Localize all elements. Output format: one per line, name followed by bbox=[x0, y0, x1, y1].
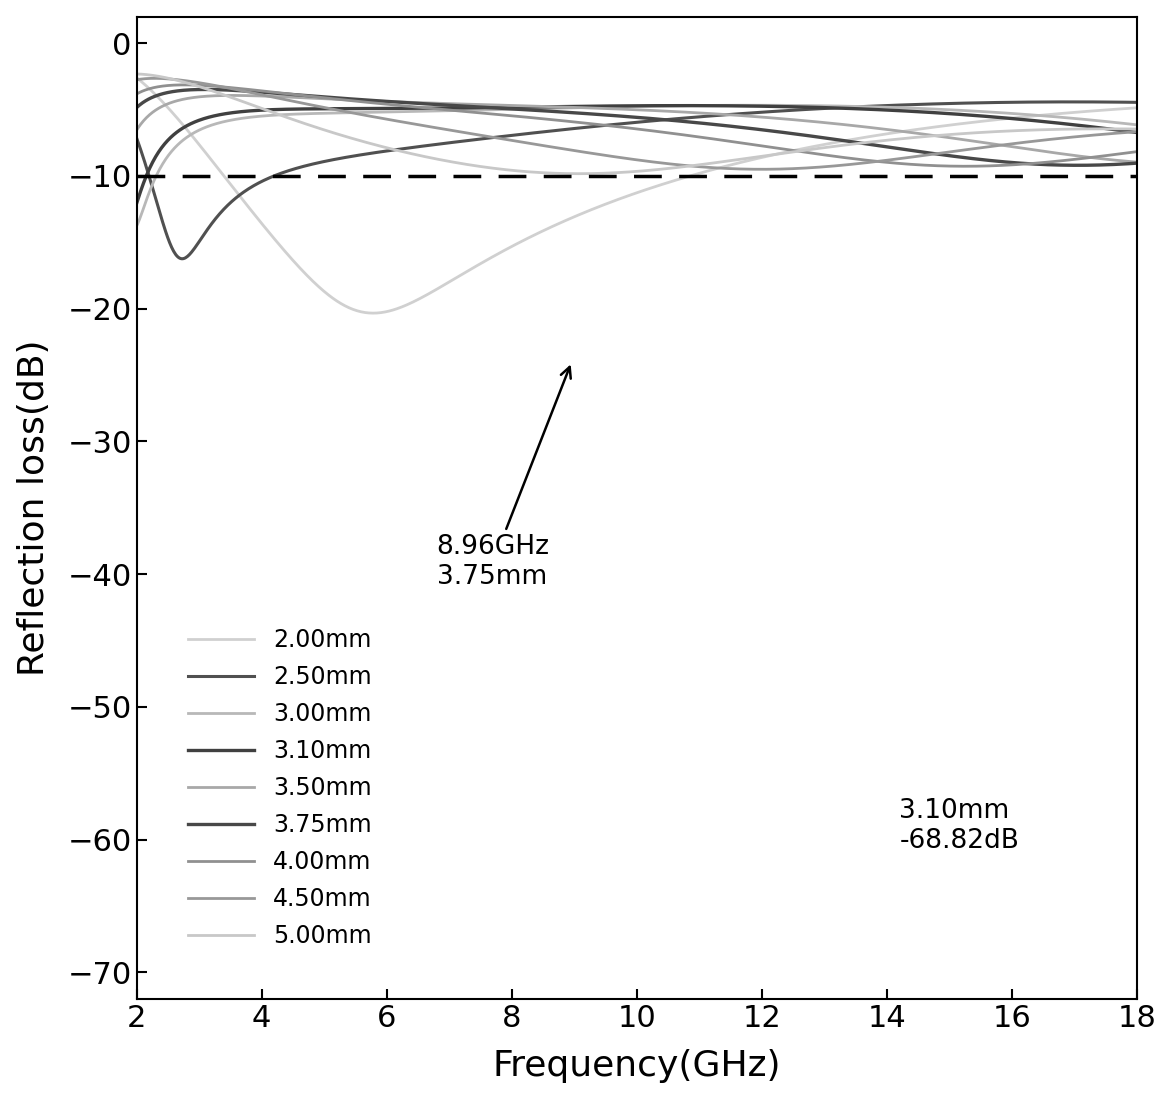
3.50mm bbox=[535, 100, 549, 113]
3.50mm bbox=[910, 126, 924, 140]
2.50mm bbox=[1065, 96, 1079, 109]
Line: 3.50mm: 3.50mm bbox=[136, 96, 1137, 162]
3.00mm bbox=[129, 220, 143, 233]
3.75mm bbox=[129, 101, 143, 114]
3.10mm bbox=[676, 99, 690, 112]
Line: 3.10mm: 3.10mm bbox=[136, 106, 1137, 204]
2.50mm bbox=[535, 125, 549, 139]
5.00mm bbox=[1130, 122, 1144, 135]
2.50mm bbox=[1130, 96, 1144, 109]
4.50mm bbox=[232, 84, 246, 97]
Line: 4.00mm: 4.00mm bbox=[136, 85, 1137, 166]
3.10mm bbox=[1130, 125, 1144, 139]
3.10mm bbox=[818, 101, 832, 114]
4.00mm bbox=[232, 81, 246, 95]
4.50mm bbox=[148, 72, 162, 85]
3.00mm bbox=[745, 99, 759, 112]
2.00mm bbox=[366, 307, 380, 320]
4.00mm bbox=[818, 148, 832, 162]
Y-axis label: Reflection loss(dB): Reflection loss(dB) bbox=[16, 340, 50, 676]
3.50mm bbox=[1130, 155, 1144, 168]
4.50mm bbox=[911, 150, 925, 163]
3.75mm bbox=[910, 145, 924, 158]
5.00mm bbox=[818, 141, 832, 154]
2.00mm bbox=[1130, 101, 1144, 114]
4.50mm bbox=[755, 163, 769, 176]
2.50mm bbox=[232, 188, 246, 201]
3.00mm bbox=[818, 99, 832, 112]
5.00mm bbox=[910, 131, 924, 144]
Text: 8.96GHz
3.75mm: 8.96GHz 3.75mm bbox=[436, 367, 571, 591]
2.50mm bbox=[571, 121, 585, 134]
3.75mm bbox=[535, 104, 549, 118]
3.75mm bbox=[197, 82, 211, 96]
3.75mm bbox=[818, 131, 832, 144]
Line: 3.75mm: 3.75mm bbox=[136, 89, 1137, 165]
5.00mm bbox=[572, 167, 586, 180]
2.50mm bbox=[818, 102, 832, 116]
3.50mm bbox=[571, 101, 585, 114]
2.00mm bbox=[910, 123, 924, 136]
3.10mm bbox=[534, 100, 548, 113]
3.00mm bbox=[910, 101, 924, 114]
2.50mm bbox=[910, 98, 924, 111]
4.50mm bbox=[571, 144, 585, 157]
4.00mm bbox=[958, 160, 972, 173]
4.00mm bbox=[1130, 145, 1144, 158]
4.50mm bbox=[535, 139, 549, 152]
4.50mm bbox=[819, 161, 833, 174]
4.00mm bbox=[910, 158, 924, 172]
4.00mm bbox=[929, 160, 943, 173]
2.00mm bbox=[129, 72, 143, 85]
4.50mm bbox=[129, 74, 143, 87]
4.00mm bbox=[177, 78, 191, 91]
3.00mm bbox=[231, 112, 245, 125]
3.75mm bbox=[571, 107, 585, 120]
5.00mm bbox=[570, 167, 584, 180]
3.50mm bbox=[818, 116, 832, 129]
2.00mm bbox=[929, 120, 943, 133]
2.50mm bbox=[129, 131, 143, 144]
3.50mm bbox=[225, 89, 239, 102]
3.75mm bbox=[929, 147, 943, 161]
4.50mm bbox=[1130, 125, 1144, 139]
3.00mm bbox=[534, 102, 548, 116]
Line: 2.50mm: 2.50mm bbox=[136, 102, 1137, 258]
5.00mm bbox=[929, 129, 943, 142]
3.10mm bbox=[129, 197, 143, 210]
4.00mm bbox=[535, 112, 549, 125]
3.50mm bbox=[232, 89, 246, 102]
2.00mm bbox=[818, 138, 832, 151]
Line: 2.00mm: 2.00mm bbox=[136, 78, 1137, 314]
2.00mm bbox=[535, 224, 549, 238]
3.75mm bbox=[232, 84, 246, 97]
3.10mm bbox=[570, 100, 584, 113]
5.00mm bbox=[534, 166, 548, 179]
3.00mm bbox=[570, 101, 584, 114]
5.00mm bbox=[129, 67, 143, 80]
3.00mm bbox=[929, 102, 943, 116]
4.00mm bbox=[571, 116, 585, 129]
2.00mm bbox=[571, 209, 585, 222]
Line: 5.00mm: 5.00mm bbox=[136, 74, 1137, 174]
3.75mm bbox=[1130, 156, 1144, 169]
3.50mm bbox=[129, 123, 143, 136]
3.50mm bbox=[929, 129, 943, 142]
5.00mm bbox=[231, 94, 245, 107]
3.00mm bbox=[1130, 118, 1144, 131]
3.10mm bbox=[231, 106, 245, 119]
Text: 3.10mm
-68.82dB: 3.10mm -68.82dB bbox=[900, 799, 1019, 855]
3.10mm bbox=[910, 106, 924, 119]
X-axis label: Frequency(GHz): Frequency(GHz) bbox=[493, 1049, 781, 1084]
3.10mm bbox=[929, 106, 943, 119]
2.50mm bbox=[929, 97, 943, 110]
Line: 3.00mm: 3.00mm bbox=[136, 106, 1137, 227]
Line: 4.50mm: 4.50mm bbox=[136, 78, 1137, 169]
4.00mm bbox=[129, 87, 143, 100]
3.75mm bbox=[1071, 158, 1085, 172]
2.00mm bbox=[231, 188, 245, 201]
4.50mm bbox=[929, 147, 943, 161]
2.50mm bbox=[176, 252, 190, 265]
Legend: 2.00mm, 2.50mm, 3.00mm, 3.10mm, 3.50mm, 3.75mm, 4.00mm, 4.50mm, 5.00mm: 2.00mm, 2.50mm, 3.00mm, 3.10mm, 3.50mm, … bbox=[178, 619, 381, 957]
